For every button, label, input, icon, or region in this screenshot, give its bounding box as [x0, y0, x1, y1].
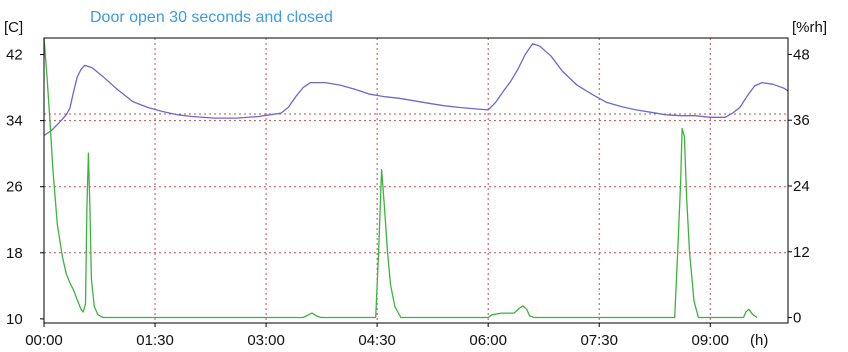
x-axis-ticks: 00:00 01:30 03:00 04:30 06:00 07:30 09:00 [25, 323, 729, 349]
right-tick-label: 0 [793, 310, 801, 327]
right-axis-ticks: 0 12 24 36 48 [788, 46, 810, 327]
x-tick-label: 04:30 [358, 332, 396, 349]
x-tick-label: 03:00 [247, 332, 285, 349]
left-tick-label: 26 [6, 179, 23, 196]
left-tick-label: 42 [6, 47, 23, 64]
left-axis-ticks: 10 18 26 34 42 [6, 47, 44, 328]
right-axis-unit-label: [%rh] [792, 19, 827, 36]
x-tick-label: 00:00 [25, 332, 63, 349]
humidity-series-line [43, 37, 758, 319]
temperature-series-line [43, 43, 789, 137]
x-tick-label: 07:30 [580, 332, 618, 349]
x-axis-unit-label: (h) [750, 332, 768, 349]
x-tick-label: 09:00 [691, 332, 729, 349]
right-tick-label: 24 [793, 178, 810, 195]
x-tick-label: 01:30 [136, 332, 174, 349]
left-tick-label: 18 [6, 245, 23, 262]
x-tick-label: 06:00 [469, 332, 507, 349]
chart-title: Door open 30 seconds and closed [90, 9, 333, 26]
right-tick-label: 48 [793, 46, 810, 63]
left-axis-unit-label: [C] [4, 19, 23, 36]
left-tick-label: 34 [6, 113, 23, 130]
left-tick-label: 10 [6, 311, 23, 328]
plot-frame [43, 37, 789, 324]
right-tick-label: 36 [793, 112, 810, 129]
series-lines [43, 37, 789, 319]
right-tick-label: 12 [793, 244, 810, 261]
